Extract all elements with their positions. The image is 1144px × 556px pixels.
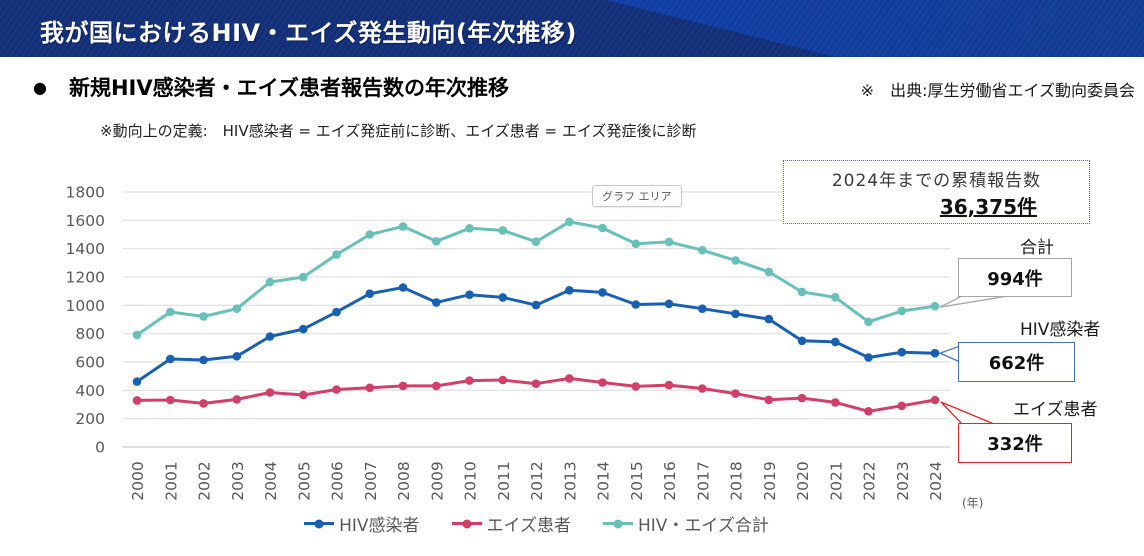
year-unit-label: (年) bbox=[962, 496, 984, 510]
callout-value-total: 994件 bbox=[987, 268, 1043, 290]
legend-label: HIV・エイズ合計 bbox=[638, 516, 769, 536]
svg-text:2006: 2006 bbox=[329, 461, 347, 500]
page-title: 新規HIV感染者・エイズ患者報告数の年次推移 bbox=[68, 76, 509, 100]
callout-label-aids: エイズ患者 bbox=[1013, 400, 1098, 420]
callout-box-aids: 332件 bbox=[958, 423, 1072, 463]
svg-text:800: 800 bbox=[75, 325, 105, 343]
header-bar: 我が国におけるHIV・エイズ発生動向(年次推移) bbox=[0, 0, 1144, 57]
svg-text:2016: 2016 bbox=[661, 461, 679, 500]
svg-text:2022: 2022 bbox=[861, 461, 879, 500]
svg-text:1000: 1000 bbox=[66, 297, 105, 315]
svg-text:1200: 1200 bbox=[66, 269, 105, 287]
cumulative-title: 2024年までの累積報告数 bbox=[831, 171, 1042, 191]
chart-area-tooltip: グラフ エリア bbox=[592, 185, 682, 207]
legend-marker-dot bbox=[462, 519, 471, 528]
callout-box-total: 994件 bbox=[958, 258, 1072, 297]
callout-box-hiv: 662件 bbox=[958, 342, 1075, 382]
page-heading: ● 新規HIV感染者・エイズ患者報告数の年次推移 bbox=[33, 72, 509, 102]
definition-note: ※動向上の定義: HIV感染者 = エイズ発症前に診断、エイズ患者 = エイズ発… bbox=[100, 122, 697, 140]
svg-text:2014: 2014 bbox=[595, 461, 613, 500]
legend-label: エイズ患者 bbox=[486, 516, 572, 536]
svg-text:2002: 2002 bbox=[196, 461, 214, 500]
svg-text:2021: 2021 bbox=[827, 461, 845, 500]
legend-label: HIV感染者 bbox=[339, 516, 420, 536]
legend-marker-dot bbox=[613, 519, 623, 528]
callout-value-hiv: 662件 bbox=[988, 353, 1045, 374]
svg-text:2001: 2001 bbox=[162, 461, 180, 500]
legend-item: エイズ患者 bbox=[451, 511, 572, 536]
svg-text:1600: 1600 bbox=[66, 212, 105, 230]
legend-item: HIV・エイズ合計 bbox=[603, 511, 769, 536]
svg-text:2010: 2010 bbox=[462, 461, 480, 500]
svg-text:2013: 2013 bbox=[561, 461, 579, 500]
svg-text:2018: 2018 bbox=[728, 461, 746, 500]
callout-label-hiv: HIV感染者 bbox=[1020, 320, 1101, 340]
callout-value-aids: 332件 bbox=[987, 434, 1043, 455]
svg-text:600: 600 bbox=[75, 354, 105, 372]
svg-text:2015: 2015 bbox=[628, 461, 646, 500]
legend-marker bbox=[304, 519, 335, 528]
svg-text:2003: 2003 bbox=[229, 461, 247, 500]
svg-text:2004: 2004 bbox=[262, 461, 280, 500]
svg-text:2017: 2017 bbox=[694, 461, 712, 500]
bullet-icon: ● bbox=[33, 77, 47, 97]
svg-text:0: 0 bbox=[95, 439, 105, 457]
svg-text:2000: 2000 bbox=[129, 461, 147, 500]
header-title: 我が国におけるHIV・エイズ発生動向(年次推移) bbox=[40, 19, 577, 47]
svg-text:400: 400 bbox=[75, 382, 105, 400]
legend-marker-dot bbox=[314, 519, 324, 528]
svg-text:2012: 2012 bbox=[528, 461, 546, 500]
chart-legend: HIV感染者 エイズ患者 HIV・エイズ合計 bbox=[123, 511, 950, 536]
svg-text:2011: 2011 bbox=[495, 461, 513, 500]
svg-text:1400: 1400 bbox=[66, 240, 105, 258]
svg-text:2008: 2008 bbox=[395, 461, 413, 500]
source-note: ※ 出典:厚生労働省エイズ動向委員会 bbox=[860, 81, 1135, 100]
legend-marker bbox=[603, 519, 633, 528]
svg-text:1800: 1800 bbox=[66, 184, 105, 202]
svg-text:2019: 2019 bbox=[761, 461, 779, 500]
svg-text:200: 200 bbox=[75, 410, 105, 428]
cumulative-value: 36,375件 bbox=[939, 195, 1037, 219]
svg-text:2005: 2005 bbox=[295, 461, 313, 500]
svg-text:2007: 2007 bbox=[362, 461, 380, 500]
cumulative-report-box: 2024年までの累積報告数 36,375件 bbox=[783, 160, 1090, 224]
svg-text:2023: 2023 bbox=[894, 461, 912, 500]
callout-label-total: 合計 bbox=[1020, 238, 1054, 258]
legend-marker bbox=[451, 519, 482, 528]
svg-text:2009: 2009 bbox=[428, 461, 446, 500]
legend-item: HIV感染者 bbox=[304, 511, 420, 536]
svg-text:2024: 2024 bbox=[927, 461, 945, 500]
svg-text:2020: 2020 bbox=[794, 461, 812, 500]
